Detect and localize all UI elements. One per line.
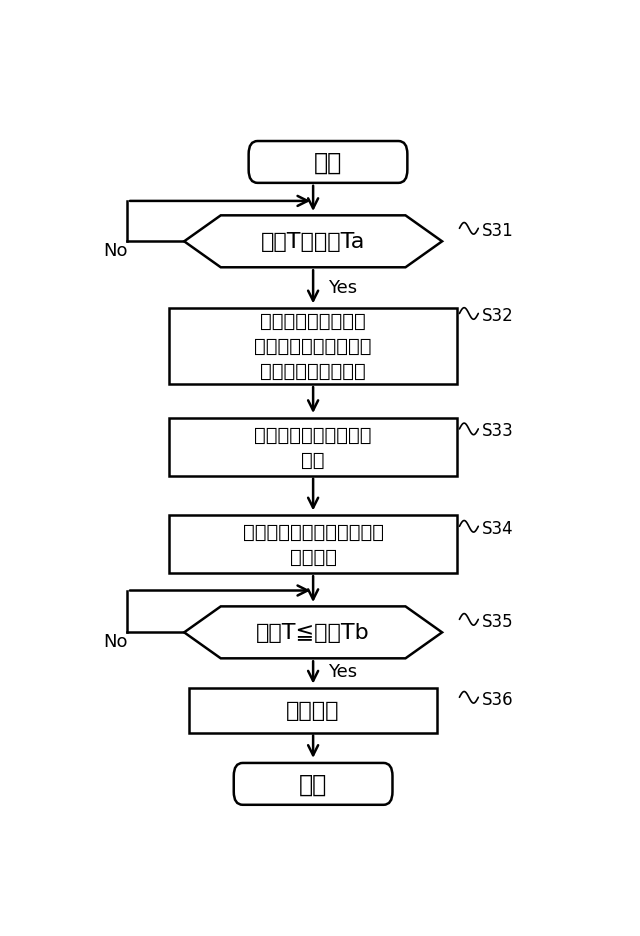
Text: ペルチェ素子により
熱回収戻り配管を冷却
（暖房回路に放熱）: ペルチェ素子により 熱回収戻り配管を冷却 （暖房回路に放熱）	[254, 312, 372, 381]
Polygon shape	[184, 216, 442, 268]
Text: 暖房循環ポンプ、燃焼ファ
ンを稼働: 暖房循環ポンプ、燃焼ファ ンを稼働	[243, 523, 383, 566]
Text: Yes: Yes	[328, 279, 357, 297]
Text: Yes: Yes	[328, 663, 357, 680]
Text: S34: S34	[483, 519, 514, 537]
Text: S35: S35	[483, 612, 514, 630]
Bar	[169, 418, 457, 476]
Bar	[169, 516, 457, 574]
Text: 冷却終了: 冷却終了	[286, 700, 340, 721]
Text: S33: S33	[483, 422, 514, 440]
Text: S36: S36	[483, 690, 514, 708]
Bar	[189, 688, 437, 733]
Text: 開始: 開始	[314, 151, 342, 175]
Text: No: No	[104, 633, 128, 651]
Text: 温度T≦閾値Tb: 温度T≦閾値Tb	[256, 622, 370, 643]
Text: S31: S31	[483, 222, 514, 240]
Text: No: No	[104, 241, 128, 259]
Text: S32: S32	[483, 307, 514, 325]
Text: 追い炊き流量制御弁を
開弁: 追い炊き流量制御弁を 開弁	[254, 426, 372, 470]
Text: 終了: 終了	[299, 772, 327, 796]
FancyBboxPatch shape	[248, 142, 407, 183]
Bar	[169, 309, 457, 385]
Polygon shape	[184, 607, 442, 659]
FancyBboxPatch shape	[234, 763, 392, 805]
Text: 温度T＞閾値Ta: 温度T＞閾値Ta	[261, 232, 365, 252]
